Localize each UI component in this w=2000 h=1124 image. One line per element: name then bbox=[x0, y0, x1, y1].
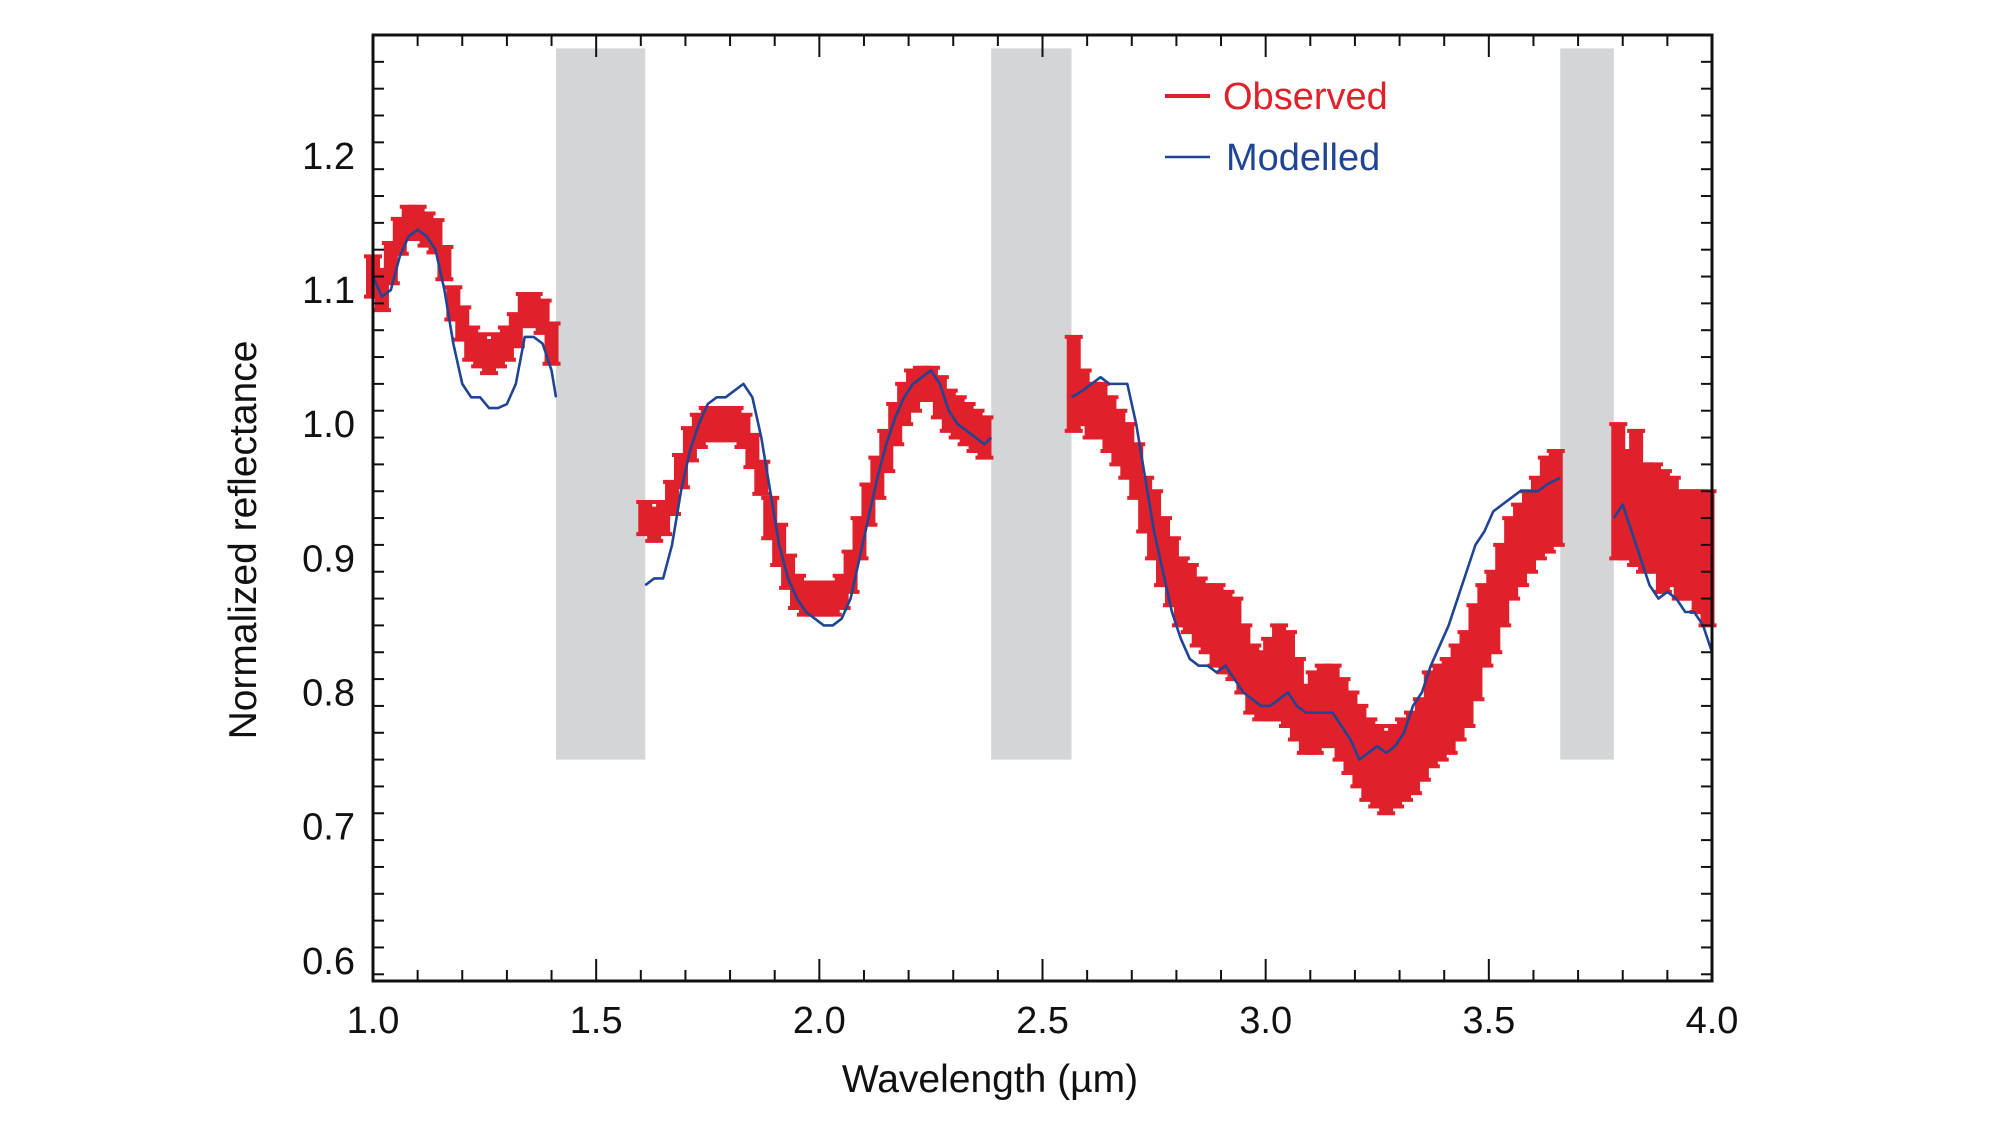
modelled-series bbox=[371, 228, 1714, 761]
excluded-band bbox=[1560, 48, 1614, 760]
y-tick-label: 0.9 bbox=[302, 538, 355, 580]
y-tick-label: 0.8 bbox=[302, 673, 355, 715]
axes: 1.0 1.5 2.0 2.5 3.0 3.5 4.0 0.6 0.7 0.8 0.9 1.0 1.1 1… bbox=[302, 33, 1739, 1042]
legend: Observed Modelled bbox=[1165, 76, 1388, 179]
x-tick-label: 4.0 bbox=[1686, 1000, 1739, 1042]
observed-point bbox=[1064, 334, 1083, 433]
modelled-line bbox=[371, 228, 558, 410]
y-tick-label: 1.0 bbox=[302, 404, 355, 446]
x-tick-label: 2.5 bbox=[1016, 1000, 1069, 1042]
observed-point bbox=[1698, 489, 1717, 628]
observed-point bbox=[1546, 448, 1565, 547]
x-tick-label: 1.5 bbox=[570, 1000, 623, 1042]
x-tick-label: 2.0 bbox=[793, 1000, 846, 1042]
excluded-bands bbox=[555, 48, 1614, 760]
y-axis-label: Normalized reflectance bbox=[222, 341, 265, 740]
observed-point bbox=[752, 459, 771, 496]
modelled-line bbox=[1612, 503, 1714, 653]
legend-observed-label: Observed bbox=[1223, 76, 1388, 118]
observed-point bbox=[435, 245, 454, 282]
y-tick-label: 0.6 bbox=[302, 941, 355, 983]
x-tick-label: 3.5 bbox=[1462, 1000, 1515, 1042]
y-tick-label: 1.1 bbox=[302, 270, 355, 312]
x-tick-label: 1.0 bbox=[347, 1000, 400, 1042]
y-tick-label: 1.2 bbox=[302, 136, 355, 178]
modelled-line bbox=[1070, 375, 1561, 761]
x-tick-label: 3.0 bbox=[1239, 1000, 1292, 1042]
modelled-line bbox=[644, 369, 993, 627]
observed-series bbox=[364, 204, 1717, 816]
legend-modelled-label: Modelled bbox=[1226, 137, 1380, 179]
observed-point bbox=[542, 321, 561, 366]
observed-point bbox=[975, 415, 994, 460]
x-axis-label: Wavelength (µm) bbox=[842, 1058, 1138, 1101]
excluded-band bbox=[991, 48, 1072, 760]
excluded-band bbox=[555, 48, 646, 760]
y-tick-label: 0.7 bbox=[302, 807, 355, 849]
